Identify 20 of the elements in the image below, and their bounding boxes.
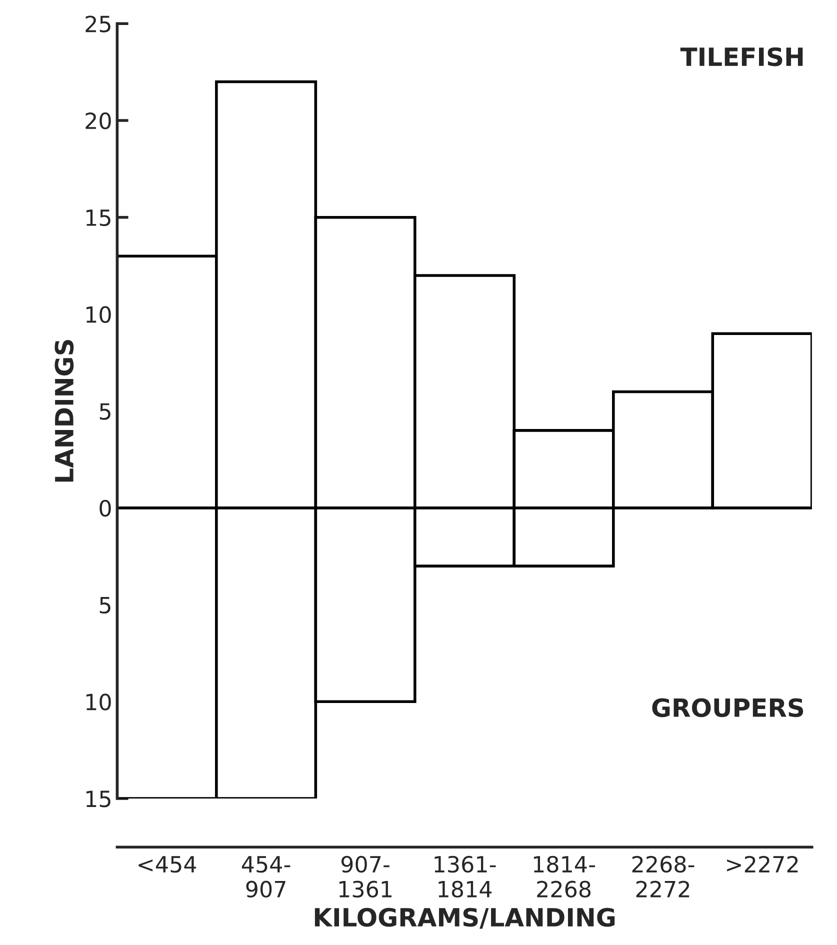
y-tick-label: 0 bbox=[100, 500, 111, 517]
annotation: GROUPERS bbox=[652, 698, 804, 718]
y-axis-title: LANDINGS bbox=[54, 340, 74, 482]
x-axis-title: KILOGRAMS/LANDING bbox=[314, 908, 615, 929]
x-tick-label: 907- 1361 bbox=[339, 856, 392, 898]
y-tick-label: 15 bbox=[86, 210, 110, 226]
x-tick-label: 2268- 2272 bbox=[632, 856, 694, 898]
x-tick-label: >2272 bbox=[727, 856, 798, 872]
y-tick-label: 25 bbox=[86, 16, 110, 32]
y-tick-label: 15 bbox=[86, 790, 110, 808]
x-tick-label: 454- 907 bbox=[242, 856, 290, 898]
y-tick-label: 5 bbox=[100, 403, 110, 420]
y-tick-label: 5 bbox=[100, 597, 110, 614]
x-tick-label: 1361- 1814 bbox=[434, 856, 496, 898]
y-tick-label: 10 bbox=[86, 694, 111, 710]
x-tick-label: 1814- 2268 bbox=[534, 856, 595, 898]
y-tick-label: 10 bbox=[86, 306, 111, 323]
x-tick-label: <454 bbox=[138, 856, 196, 873]
annotation: TILEFISH bbox=[680, 47, 803, 66]
y-tick-label: 20 bbox=[86, 112, 111, 130]
